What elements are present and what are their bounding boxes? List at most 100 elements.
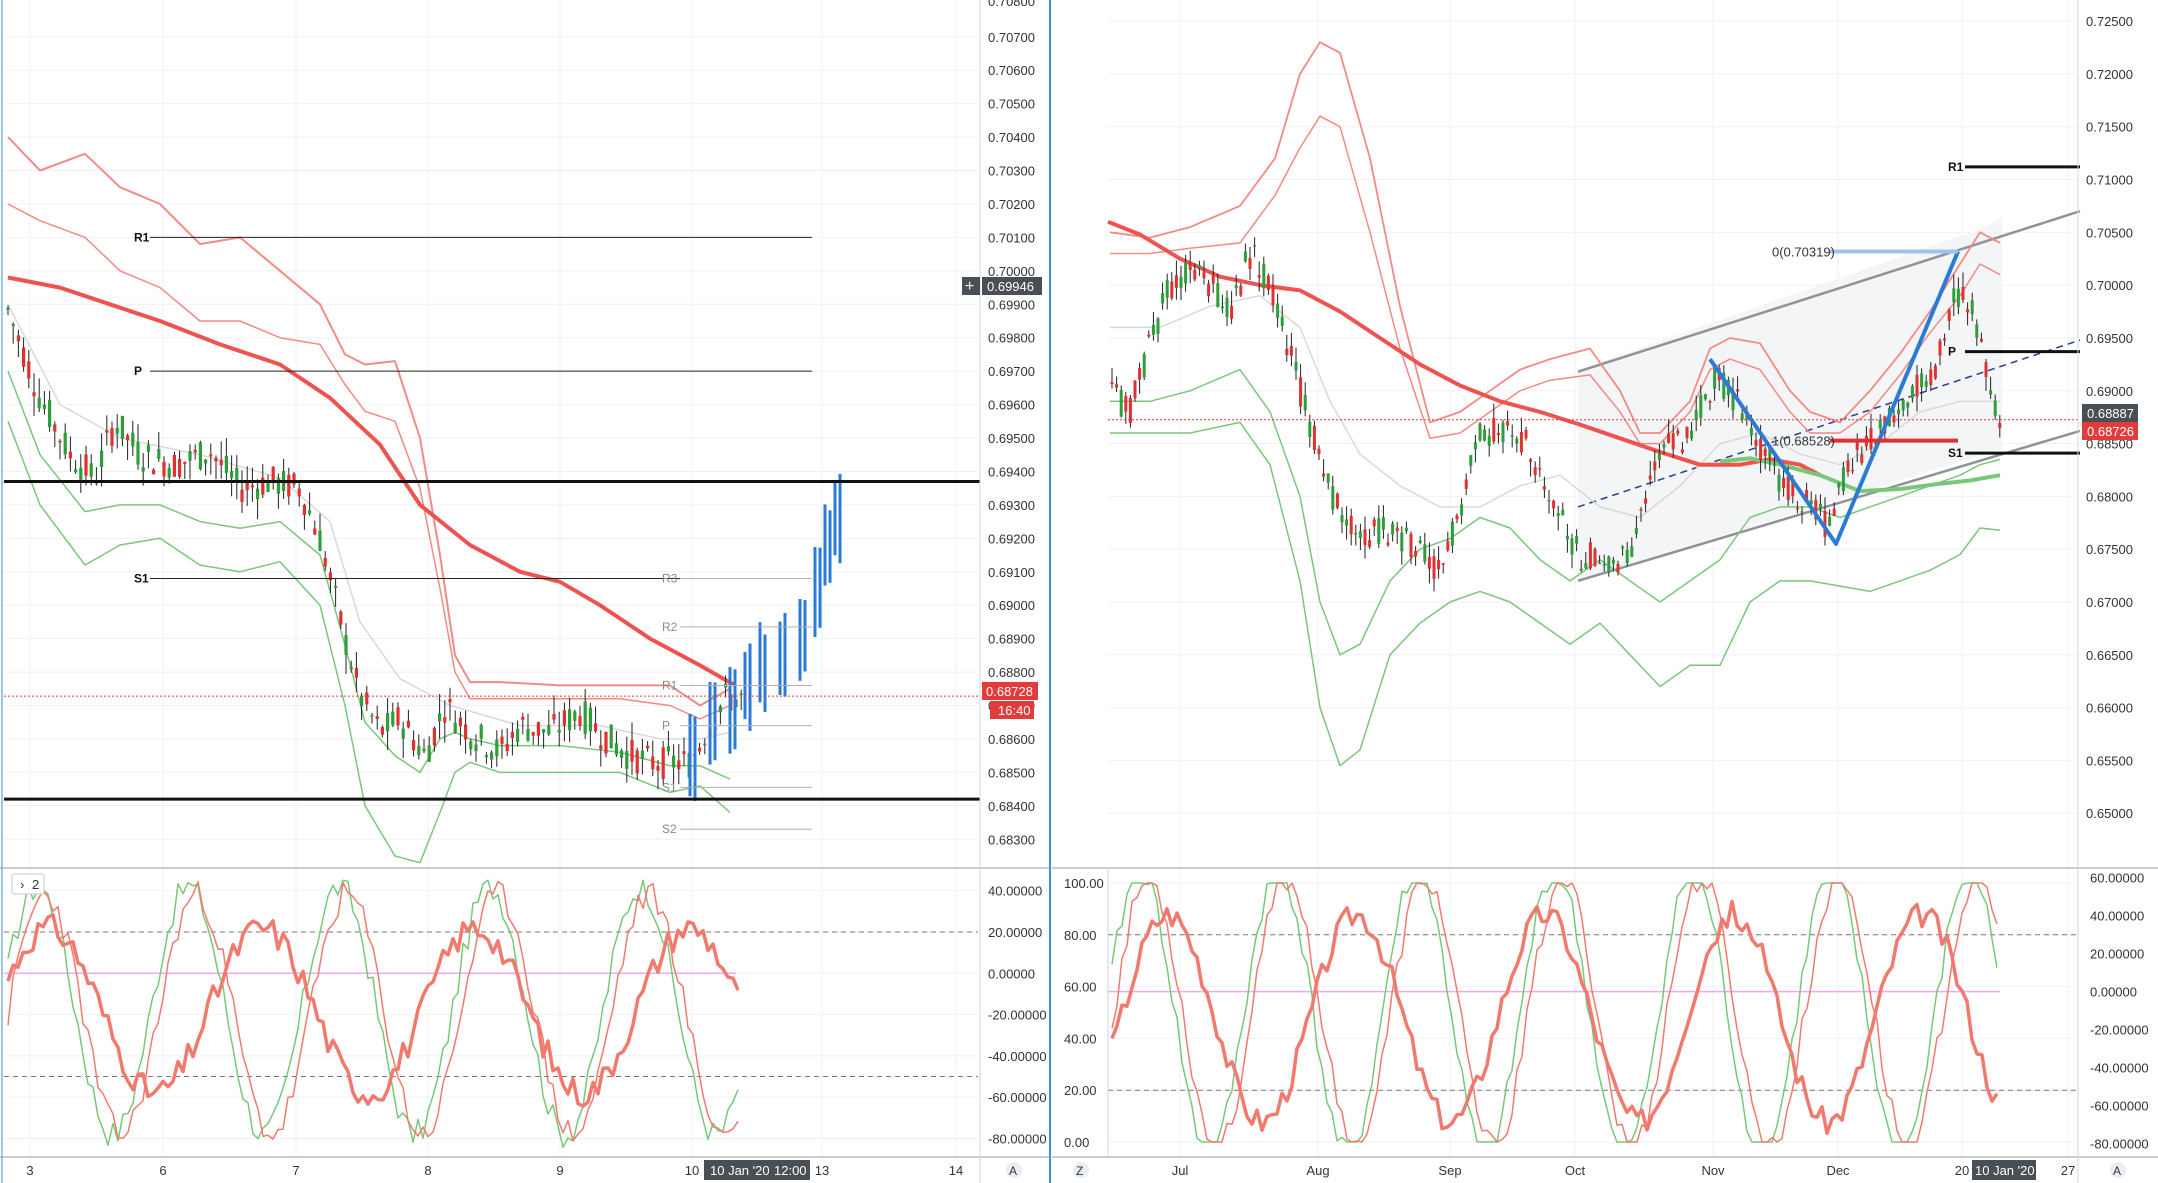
oscillator-legend[interactable]: › 2 [11, 873, 45, 895]
candle-body [271, 466, 275, 482]
candle-body [1855, 442, 1859, 450]
candle-body [365, 692, 369, 705]
candle-body [1630, 546, 1634, 557]
candle-body [1193, 269, 1197, 280]
candle-body [120, 415, 124, 439]
candle-body [1377, 518, 1381, 545]
candle-body [1851, 469, 1855, 472]
candle-body [152, 469, 156, 475]
candle-body [1593, 549, 1597, 566]
projection-bar [838, 473, 842, 564]
candle-body [1616, 563, 1620, 573]
candle-body [1372, 519, 1376, 527]
left-axis-auto-button[interactable]: A [1006, 1162, 1022, 1178]
candle-body [1147, 334, 1151, 337]
candle-body [406, 720, 410, 728]
candle-body [1414, 551, 1418, 557]
candle-body [1211, 275, 1215, 284]
candle-body [542, 729, 546, 733]
candle-body [1276, 303, 1280, 318]
candle-body [1331, 486, 1335, 510]
candle-body [344, 634, 348, 655]
projection-bar [758, 622, 762, 703]
candle-body [1910, 385, 1914, 399]
left-oscillator-panel[interactable] [4, 879, 978, 1148]
projection-bar [688, 713, 692, 797]
candle-body [1349, 515, 1353, 535]
candle-body [1501, 422, 1505, 443]
left-price-panel[interactable] [4, 0, 980, 1157]
svg-text:Z: Z [1076, 1164, 1083, 1178]
osc-tick-right: 60.00000 [2090, 871, 2144, 886]
candle-body [167, 467, 171, 478]
countdown: 16:40 [998, 703, 1031, 718]
osc-tick-left: 0.00 [1064, 1135, 1089, 1150]
moving-average-200 [1107, 219, 1821, 477]
candle-body [74, 469, 78, 473]
candle-body [703, 743, 707, 746]
candle-body [1837, 483, 1841, 488]
candle-body [230, 471, 234, 478]
time-tick: 9 [556, 1163, 563, 1178]
candle-body [1823, 510, 1827, 537]
candle-body [1731, 390, 1735, 411]
candle-body [562, 710, 566, 726]
candle-body [640, 750, 644, 760]
candle-body [1225, 297, 1229, 318]
candle-body [261, 477, 265, 495]
candle-body [1740, 413, 1744, 420]
candle-body [698, 747, 702, 752]
right-oscillator-panel[interactable] [1108, 882, 2076, 1143]
candle-body [1202, 272, 1206, 279]
right-price-panel[interactable] [1107, 0, 2081, 1157]
price-tick: 0.69700 [988, 364, 1035, 379]
projection-bar [833, 482, 837, 556]
intraday-pivot-label: R1 [662, 678, 678, 692]
price-tick: 0.65000 [2086, 806, 2133, 821]
candle-body [1800, 511, 1804, 513]
candle-body [1772, 464, 1776, 466]
candle-body [573, 711, 577, 721]
time-tick: 7 [292, 1163, 299, 1178]
price-tick: 0.69000 [988, 598, 1035, 613]
osc-tick: 0.00000 [988, 966, 1035, 981]
candle-body [318, 530, 322, 551]
candle-body [1662, 444, 1666, 448]
osc-tick: -80.00000 [988, 1131, 1047, 1146]
candle-body [718, 706, 722, 713]
svg-text:0.68887: 0.68887 [2087, 406, 2134, 421]
candle-body [1556, 513, 1560, 516]
candle-body [1938, 340, 1942, 356]
candle-body [209, 454, 213, 457]
price-tick: 0.69000 [2086, 384, 2133, 399]
candle-body [1947, 309, 1951, 321]
candle-body [453, 722, 457, 733]
candle-body [1561, 509, 1565, 516]
pivot-label-s1: S1 [134, 571, 149, 585]
candle-body [1400, 532, 1404, 552]
osc-tick-right: -60.00000 [2090, 1099, 2149, 1114]
candle-body [1151, 324, 1155, 335]
candle-body [141, 467, 145, 472]
bollinger-upper-red-1 [7, 136, 731, 707]
candle-body [214, 457, 218, 462]
candle-body [287, 474, 291, 497]
intraday-pivot-label: P [662, 719, 670, 733]
candle-body [1515, 438, 1519, 444]
time-tick: 20 [1955, 1163, 1969, 1178]
candle-body [666, 746, 670, 752]
candle-body [1846, 460, 1850, 473]
right-axis-buttons[interactable]: Z A [1073, 1162, 2126, 1178]
candle-body [131, 432, 135, 447]
intraday-pivot-label: S1 [662, 780, 677, 794]
candle-body [1598, 562, 1602, 565]
candle-body [1496, 432, 1500, 436]
candle-body [1248, 257, 1252, 270]
candle-body [1119, 389, 1123, 417]
osc-tick-left: 60.00 [1064, 980, 1097, 995]
candle-body [516, 728, 520, 742]
candle-body [1161, 293, 1165, 304]
candle-body [417, 745, 421, 756]
candle-body [328, 572, 332, 581]
candle-body [490, 752, 494, 760]
